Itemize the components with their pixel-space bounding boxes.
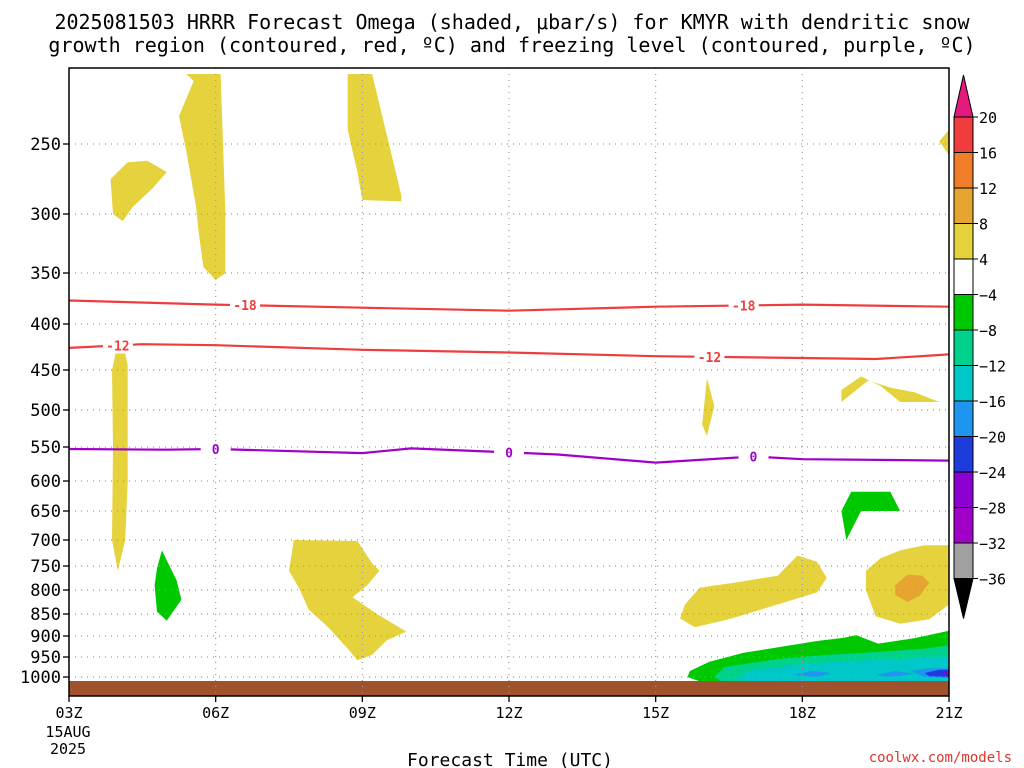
credit-text: coolwx.com/models — [869, 750, 1012, 766]
contour-label: -18 — [732, 299, 756, 314]
contour-label: 0 — [212, 443, 220, 458]
y-tick-label: 300 — [30, 205, 61, 225]
contour-label-bg — [200, 441, 231, 458]
omega-region — [702, 378, 715, 436]
x-date-label-2: 2025 — [50, 740, 86, 758]
colorbar-top-arrow — [953, 74, 974, 118]
omega-region — [841, 376, 940, 402]
colorbar-swatch — [953, 187, 974, 224]
isotherm--18 — [68, 299, 950, 312]
colorbar-swatch — [953, 471, 974, 508]
y-tick-label: 900 — [30, 627, 61, 647]
omega-region — [289, 540, 407, 661]
y-tick-label: 400 — [30, 315, 61, 335]
y-tick-label: 750 — [30, 557, 61, 577]
y-tick-label: 600 — [30, 472, 61, 492]
chart-title-line2: growth region (contoured, red, ºC) and f… — [48, 33, 975, 57]
y-tick-label: 550 — [30, 438, 61, 458]
colorbar-label: 12 — [979, 180, 997, 198]
colorbar-swatch — [953, 436, 974, 473]
contour-label-bg — [694, 348, 725, 365]
omega-region — [792, 671, 832, 677]
colorbar-swatch — [953, 294, 974, 331]
x-tick-label: 09Z — [349, 704, 376, 722]
omega-region — [875, 671, 915, 677]
colorbar-swatch — [953, 507, 974, 544]
omega-shading — [110, 74, 949, 685]
colorbar-label: 4 — [979, 251, 988, 269]
colorbar-bottom-arrow — [953, 578, 974, 619]
y-tick-label: 1000 — [20, 668, 61, 688]
colorbar-swatch — [953, 400, 974, 437]
omega-region — [941, 671, 949, 676]
y-tick-label: 250 — [30, 135, 61, 155]
colorbar-swatch — [953, 542, 974, 579]
colorbar-label: −24 — [979, 464, 1006, 482]
colorbar-label: −12 — [979, 358, 1006, 376]
x-tick-label: 12Z — [495, 704, 522, 722]
colorbar: 20 16 12 8 4 −4 −8 −12 −16 −20 −24 −28 −32 −36 — [953, 74, 1006, 619]
contour-label: -18 — [233, 299, 257, 314]
colorbar-label: −32 — [979, 535, 1006, 553]
omega-region — [157, 74, 226, 281]
contour-label: 0 — [505, 446, 513, 461]
omega-region — [924, 669, 949, 677]
contour-label-bg — [728, 297, 759, 314]
x-tick-label: 06Z — [202, 704, 229, 722]
y-tick-label: 350 — [30, 264, 61, 284]
y-tick-label: 650 — [30, 502, 61, 522]
colorbar-label: 20 — [979, 109, 997, 127]
omega-region — [939, 130, 949, 156]
colorbar-label: −16 — [979, 393, 1006, 411]
chart-title-line1: 2025081503 HRRR Forecast Omega (shaded, … — [54, 10, 970, 34]
ground-bar — [69, 681, 949, 696]
colorbar-swatch — [953, 329, 974, 366]
omega-region — [112, 337, 128, 571]
omega-region — [110, 160, 167, 222]
colorbar-swatch — [953, 223, 974, 260]
contour-label: -12 — [106, 339, 129, 354]
colorbar-label: 16 — [979, 145, 997, 163]
colorbar-label: −8 — [979, 322, 997, 340]
omega-region — [347, 74, 402, 202]
x-tick-label: 15Z — [642, 704, 669, 722]
colorbar-swatch — [953, 152, 974, 189]
contour-label: 0 — [750, 451, 758, 466]
contour-label-bg — [494, 444, 524, 461]
colorbar-label: 8 — [979, 216, 988, 234]
omega-region — [895, 574, 930, 602]
omega-region — [680, 555, 827, 628]
colorbar-swatch — [953, 365, 974, 402]
contour-label-bg — [102, 337, 133, 354]
omega-region — [841, 491, 901, 540]
plot-area: -18 -18 -12 -12 0 0 0 250 300 350 400 450 500 550 600 6… — [20, 67, 963, 722]
colorbar-swatch — [953, 116, 974, 153]
colorbar-label: −36 — [979, 571, 1006, 589]
colorbar-label: −4 — [979, 287, 997, 305]
y-tick-label: 950 — [30, 648, 61, 668]
x-tick-label: 21Z — [935, 704, 962, 722]
omega-region — [154, 550, 182, 621]
colorbar-swatch — [953, 258, 974, 295]
contour-label: -12 — [698, 351, 721, 366]
x-axis-label: Forecast Time (UTC) — [407, 750, 613, 768]
contour-label-bg — [230, 297, 260, 314]
x-tick-label: 18Z — [789, 704, 816, 722]
contour-label-bg — [738, 448, 769, 465]
y-tick-label: 500 — [30, 401, 61, 421]
isotherm--12 — [68, 343, 950, 361]
y-tick-label: 700 — [30, 531, 61, 551]
x-tick-label: 03Z — [55, 704, 82, 722]
y-tick-label: 850 — [30, 605, 61, 625]
y-tick-label: 800 — [30, 581, 61, 601]
x-date-label-1: 15AUG — [45, 723, 90, 741]
colorbar-label: −28 — [979, 500, 1006, 518]
colorbar-label: −20 — [979, 429, 1006, 447]
y-tick-label: 450 — [30, 361, 61, 381]
